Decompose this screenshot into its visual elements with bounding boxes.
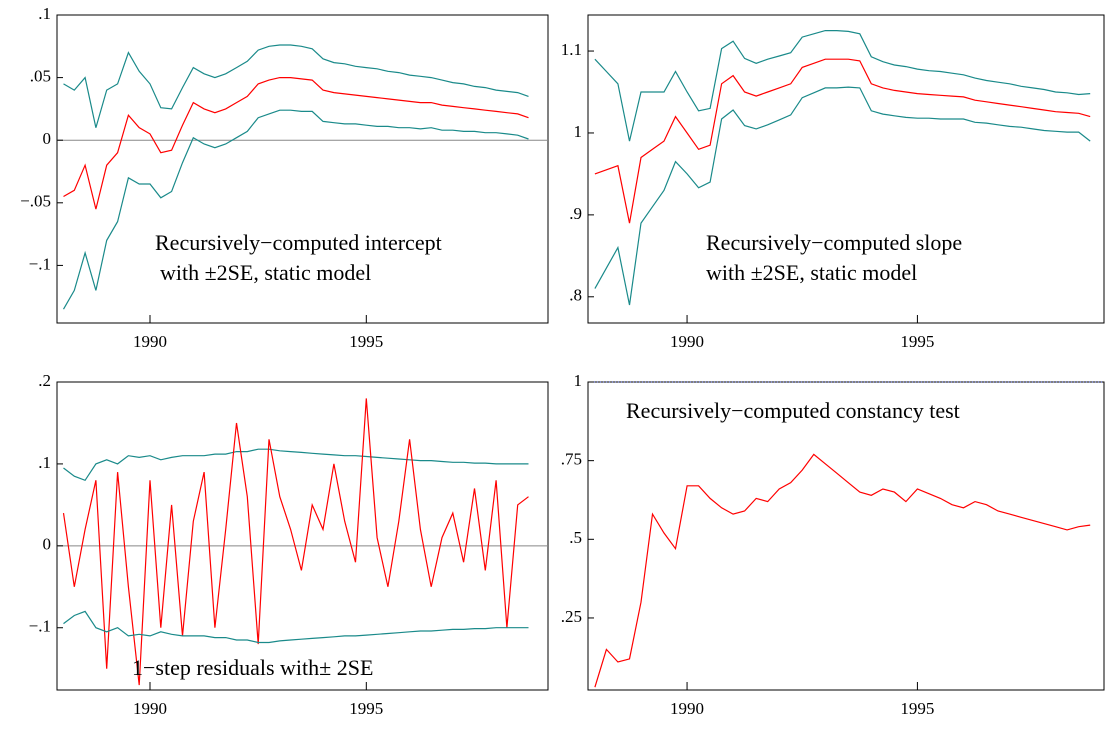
annotation: with ±2SE, static model: [706, 260, 917, 285]
annotation: Recursively−computed intercept: [155, 230, 442, 255]
y-tick-label: 0: [43, 535, 52, 554]
plot-frame: [587, 14, 1105, 324]
x-tick-label: 1995: [900, 699, 934, 718]
y-tick-label: .1: [38, 4, 51, 23]
y-tick-label: −.1: [29, 617, 51, 636]
plot-frame: [56, 14, 549, 324]
series-line: [594, 453, 1091, 688]
y-tick-label: .1: [38, 453, 51, 472]
series-line: [594, 30, 1091, 142]
series-line: [63, 44, 529, 128]
y-tick-label: .2: [38, 371, 51, 390]
y-tick-label: 1: [574, 122, 583, 141]
series-line: [594, 58, 1091, 224]
x-tick-label: 1990: [133, 332, 167, 351]
plot-frame: [587, 381, 1105, 691]
series-line: [62, 398, 529, 686]
x-tick-label: 1990: [133, 699, 167, 718]
y-tick-label: −.05: [20, 192, 51, 211]
y-tick-label: .05: [30, 67, 51, 86]
y-tick-label: .9: [569, 204, 582, 223]
x-tick-label: 1995: [900, 332, 934, 351]
y-tick-label: −.1: [29, 254, 51, 273]
y-tick-label: .8: [569, 286, 582, 305]
series-line: [594, 86, 1091, 306]
x-tick-label: 1990: [670, 332, 704, 351]
series-line: [63, 448, 529, 482]
annotation: with ±2SE, static model: [160, 260, 371, 285]
annotation: Recursively−computed constancy test: [626, 398, 960, 423]
x-tick-label: 1995: [349, 332, 383, 351]
y-tick-label: 1: [574, 371, 583, 390]
y-tick-label: .75: [561, 450, 582, 469]
plot-frame: [56, 381, 549, 691]
y-tick-label: 0: [43, 129, 52, 148]
y-tick-label: 1.1: [561, 40, 582, 59]
y-tick-label: .25: [561, 607, 582, 626]
y-tick-label: .5: [569, 528, 582, 547]
series-line: [63, 77, 529, 210]
series-line: [63, 610, 529, 644]
x-tick-label: 1995: [349, 699, 383, 718]
series-line: [62, 109, 529, 310]
annotation: Recursively−computed slope: [706, 230, 962, 255]
annotation: 1−step residuals with± 2SE: [132, 655, 373, 680]
x-tick-label: 1990: [670, 699, 704, 718]
